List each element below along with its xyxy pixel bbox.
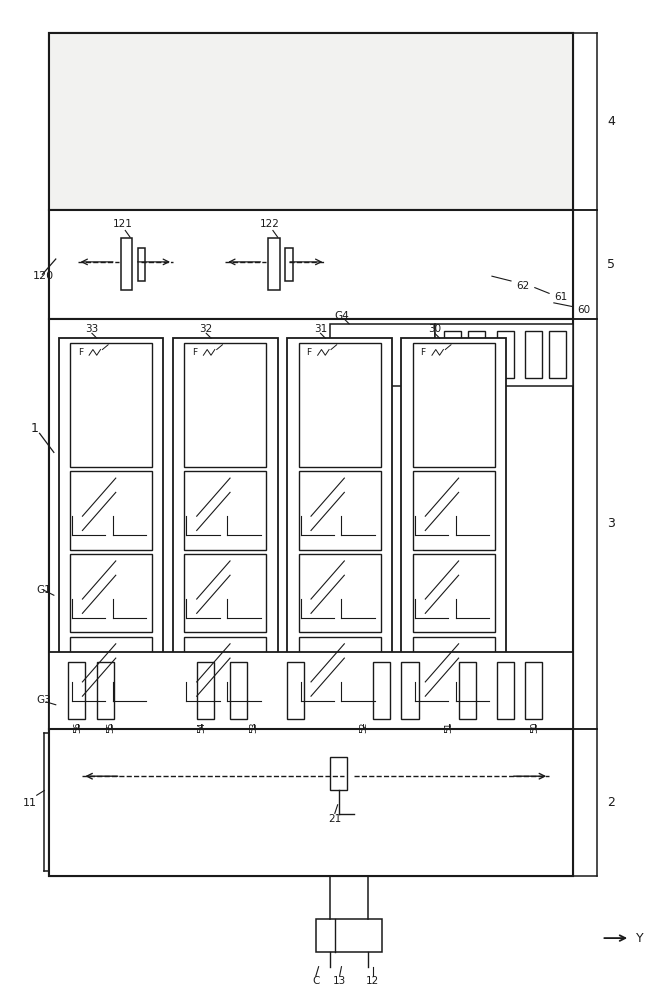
Bar [285, 248, 293, 281]
Bar [468, 331, 485, 378]
Text: 60: 60 [578, 305, 591, 315]
Text: 11: 11 [23, 798, 37, 808]
Text: 52: 52 [359, 722, 368, 733]
Bar [173, 338, 277, 719]
Text: 61: 61 [554, 292, 567, 302]
Text: F: F [307, 348, 311, 357]
Bar [444, 331, 461, 378]
Bar [401, 338, 506, 719]
Bar [316, 919, 383, 952]
Bar [413, 471, 495, 550]
Bar [373, 662, 390, 719]
Bar [299, 637, 381, 715]
Bar [299, 554, 381, 632]
Bar [230, 662, 247, 719]
Bar [401, 662, 418, 719]
Text: 31: 31 [314, 324, 327, 334]
Bar [268, 238, 279, 290]
Text: 53: 53 [250, 722, 258, 733]
Text: 55: 55 [107, 722, 115, 733]
Text: 32: 32 [200, 324, 213, 334]
Bar [68, 662, 85, 719]
Text: F: F [420, 348, 426, 357]
Text: 21: 21 [328, 814, 342, 824]
Text: 1: 1 [31, 422, 39, 435]
Bar [299, 343, 381, 467]
Bar [525, 662, 542, 719]
Bar [49, 33, 573, 210]
Bar [59, 338, 164, 719]
Bar [413, 343, 495, 467]
Text: 56: 56 [73, 722, 82, 733]
Bar [70, 471, 152, 550]
Bar [413, 554, 495, 632]
Text: 3: 3 [607, 517, 615, 530]
Bar [197, 662, 214, 719]
Bar [287, 662, 305, 719]
Bar [49, 652, 573, 729]
Bar [120, 238, 132, 290]
Bar [97, 662, 114, 719]
Text: 62: 62 [516, 281, 529, 291]
Text: 51: 51 [445, 722, 453, 733]
Bar [70, 343, 152, 467]
Text: F: F [192, 348, 197, 357]
Text: 54: 54 [197, 722, 206, 733]
Text: 120: 120 [33, 271, 54, 281]
Text: 33: 33 [85, 324, 99, 334]
Text: G1: G1 [36, 585, 52, 595]
Bar [287, 338, 392, 719]
Bar [496, 331, 514, 378]
Bar [459, 662, 476, 719]
Text: 50: 50 [530, 722, 540, 733]
Bar [70, 554, 152, 632]
Text: 4: 4 [607, 115, 615, 128]
Text: 30: 30 [428, 324, 442, 334]
Bar [549, 331, 566, 378]
Bar [138, 248, 145, 281]
Bar [330, 324, 435, 386]
Text: 5: 5 [607, 258, 615, 271]
Text: 13: 13 [333, 976, 346, 986]
Bar [184, 637, 266, 715]
Bar [70, 637, 152, 715]
Bar [49, 319, 573, 729]
Text: F: F [77, 348, 83, 357]
Bar [184, 471, 266, 550]
Text: G3: G3 [36, 695, 52, 705]
Text: G4: G4 [335, 311, 350, 321]
Text: 122: 122 [260, 219, 280, 229]
Bar [49, 210, 573, 319]
Bar [184, 554, 266, 632]
Bar [49, 33, 573, 876]
Bar [184, 343, 266, 467]
Text: C: C [312, 976, 320, 986]
Bar [435, 324, 573, 386]
Bar [330, 757, 347, 790]
Text: 121: 121 [113, 219, 132, 229]
Bar [496, 662, 514, 719]
Bar [49, 729, 573, 876]
Text: 2: 2 [607, 796, 615, 809]
Text: Y: Y [636, 932, 643, 945]
Bar [299, 471, 381, 550]
Text: 12: 12 [366, 976, 379, 986]
Bar [413, 637, 495, 715]
Bar [525, 331, 542, 378]
